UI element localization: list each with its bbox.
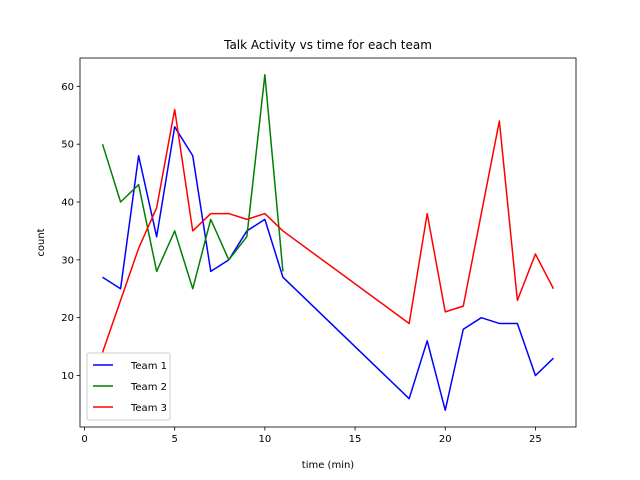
x-tick-label: 20	[439, 434, 452, 445]
y-tick-label: 30	[61, 255, 74, 266]
y-tick-label: 50	[61, 140, 74, 151]
x-axis-label: time (min)	[302, 460, 355, 471]
x-tick-label: 15	[349, 434, 362, 445]
y-axis-label: count	[36, 228, 47, 256]
legend-label-team-2: Team 2	[130, 382, 167, 393]
x-tick-label: 25	[529, 434, 542, 445]
y-tick-label: 10	[61, 371, 74, 382]
x-tick-label: 0	[81, 434, 87, 445]
legend-label-team-3: Team 3	[130, 403, 167, 414]
y-tick-label: 40	[61, 198, 74, 209]
y-tick-label: 60	[61, 82, 74, 93]
legend-label-team-1: Team 1	[130, 361, 167, 372]
y-tick-label: 20	[61, 313, 74, 324]
chart-title: Talk Activity vs time for each team	[223, 38, 432, 52]
legend: Team 1 Team 2 Team 3	[87, 353, 170, 420]
x-tick-label: 10	[259, 434, 272, 445]
x-tick-label: 5	[172, 434, 178, 445]
